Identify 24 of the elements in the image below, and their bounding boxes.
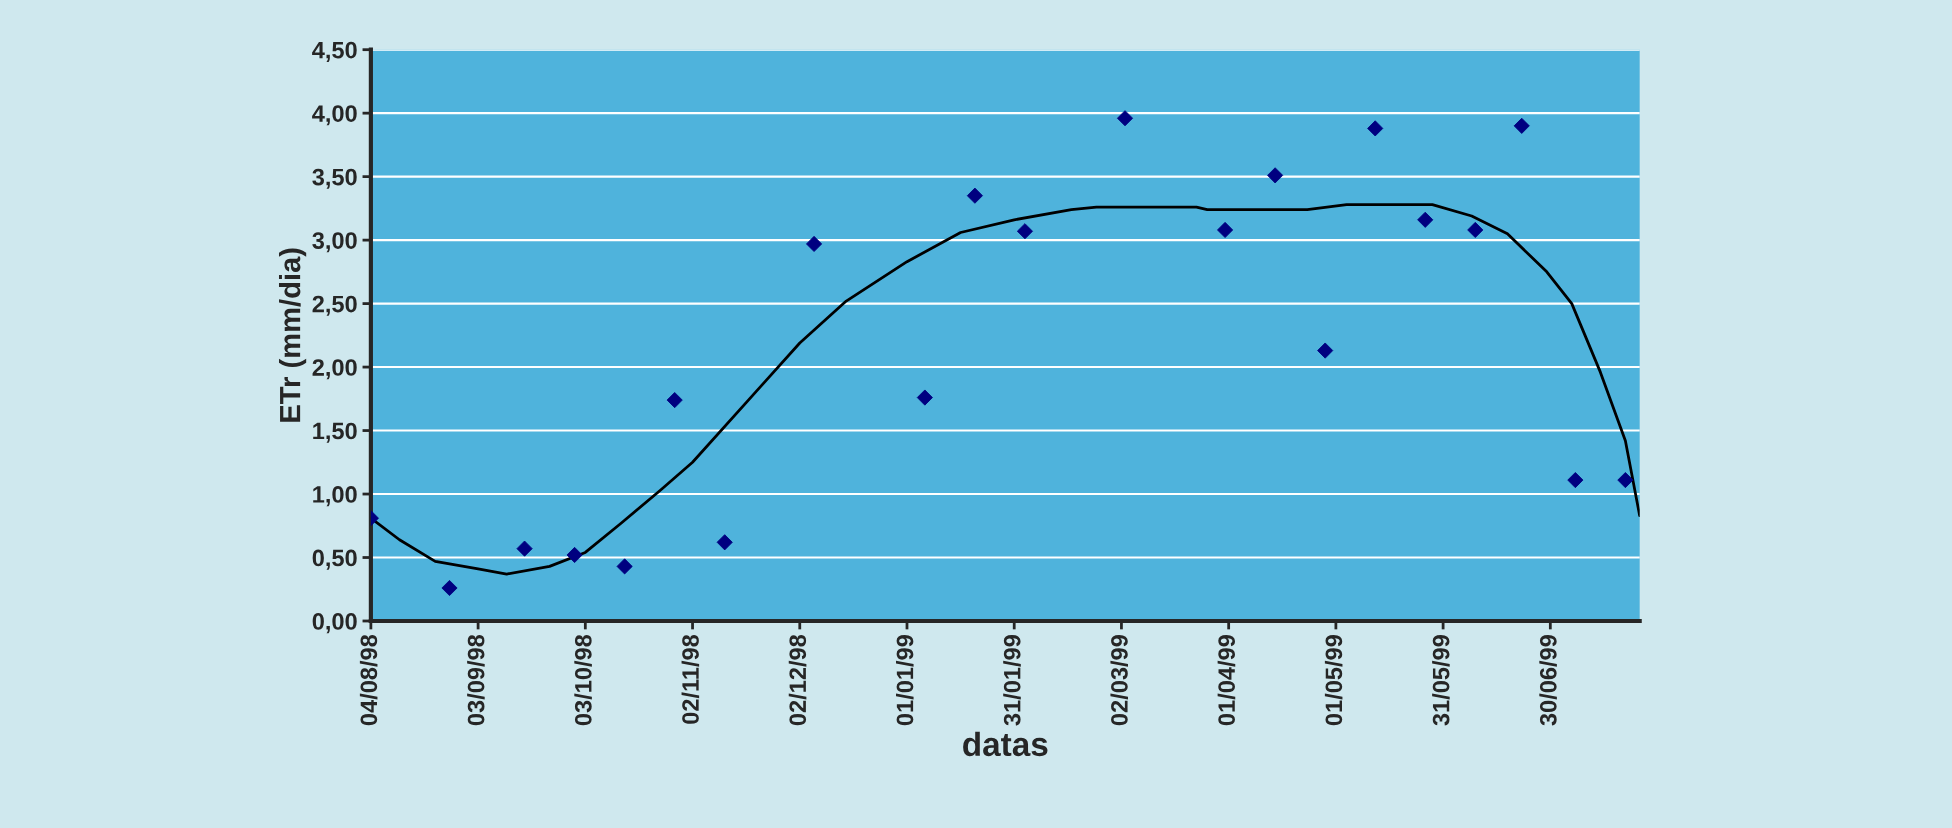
y-tick-label: 1,50 xyxy=(313,422,357,443)
x-tick-label: 04/08/98 xyxy=(359,634,378,726)
x-tick-label: 03/09/98 xyxy=(467,634,485,726)
x-tick-label: 01/04/99 xyxy=(1217,635,1236,726)
y-tick-label: 0,00 xyxy=(312,613,357,634)
x-axis-title: datas xyxy=(963,731,1048,757)
y-tick-label: 4,50 xyxy=(312,41,357,62)
y-tick-label: 0,50 xyxy=(312,549,357,570)
y-tick-label: 4,00 xyxy=(312,105,357,126)
y-axis-title: ETr (mm/dia) xyxy=(278,248,307,422)
y-tick-label: 2,50 xyxy=(312,295,357,316)
y-tick-label: 3,50 xyxy=(312,168,357,189)
x-tick-label: 01/01/99 xyxy=(895,635,914,726)
x-tick-label: 02/11/98 xyxy=(681,634,700,724)
x-tick-label: 31/01/99 xyxy=(1003,635,1021,726)
x-tick-label: 03/10/98 xyxy=(574,634,592,726)
y-tick-label: 1,00 xyxy=(313,486,357,507)
x-tick-label: 02/03/99 xyxy=(1110,635,1129,726)
y-tick-label: 2,00 xyxy=(312,359,357,380)
x-tick-label: 02/12/98 xyxy=(788,634,807,726)
y-tick-label: 3,00 xyxy=(312,232,357,253)
x-tick-label: 31/05/99 xyxy=(1432,635,1450,726)
x-tick-label: 30/06/99 xyxy=(1539,635,1557,726)
x-tick-label: 01/05/99 xyxy=(1324,635,1343,726)
